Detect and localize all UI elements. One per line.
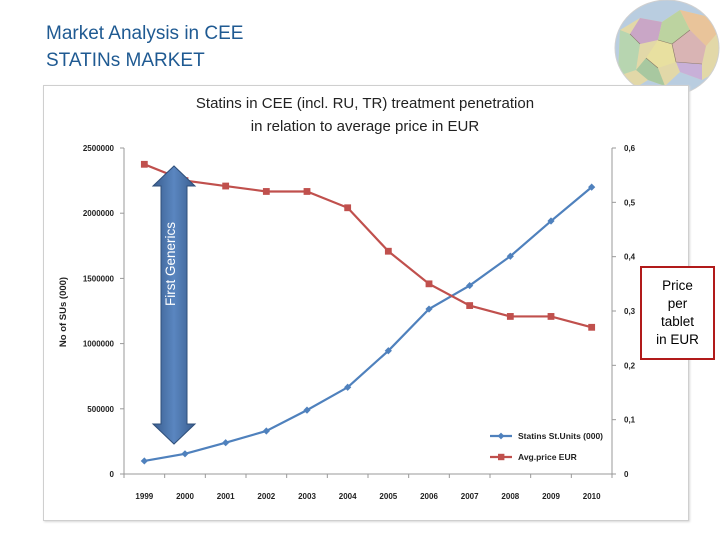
legend-marker [497, 432, 505, 440]
europe-map-icon [614, 0, 720, 96]
data-point-price [506, 313, 514, 320]
y-right-tick-label: 0,1 [624, 416, 636, 425]
chart-title-line1: Statins in CEE (incl. RU, TR) treatment … [196, 95, 534, 112]
data-point-units [384, 347, 392, 355]
y-left-tick-label: 1000000 [83, 340, 115, 349]
data-point-price [140, 160, 148, 168]
data-point-price [262, 188, 270, 195]
data-point-price [344, 204, 352, 212]
legend-marker [498, 453, 505, 461]
price-callout-line: Price [662, 278, 693, 293]
data-point-price [384, 247, 392, 255]
legend-label: Statins St.Units (000) [518, 431, 603, 441]
data-point-units [140, 457, 148, 465]
y-right-tick-label: 0 [624, 470, 629, 479]
x-tick-label: 2009 [542, 492, 560, 501]
price-callout-line: tablet [660, 314, 695, 329]
slide-title: Market Analysis in CEE STATINs MARKET [46, 20, 243, 74]
chart-title-line2: in relation to average price in EUR [251, 118, 480, 135]
y-right-tick-label: 0,6 [624, 144, 636, 153]
data-point-units [466, 281, 474, 290]
y-left-tick-label: 0 [110, 470, 115, 479]
data-point-price [588, 323, 596, 331]
data-point-price [222, 182, 230, 190]
x-tick-label: 2001 [217, 492, 235, 501]
data-point-units [181, 450, 189, 458]
x-tick-label: 2004 [339, 492, 357, 501]
y-left-tick-label: 500000 [87, 405, 114, 414]
price-callout: Price per tablet in EUR [640, 266, 715, 360]
data-point-units [506, 252, 514, 260]
chart-frame [43, 85, 689, 521]
data-point-units [425, 305, 433, 313]
data-point-units [344, 383, 352, 391]
x-tick-label: 1999 [135, 492, 153, 501]
slide-title-line1: Market Analysis in CEE [46, 23, 244, 44]
data-point-units [222, 439, 230, 447]
price-callout-line: per [667, 296, 688, 311]
y-left-tick-label: 2500000 [83, 144, 115, 153]
x-tick-label: 2002 [257, 492, 275, 501]
x-tick-label: 2003 [298, 492, 316, 501]
data-point-units [262, 427, 270, 435]
y-right-tick-label: 0,3 [624, 307, 636, 316]
legend-label: Avg.price EUR [518, 452, 577, 462]
data-point-price [303, 188, 311, 195]
data-point-price [547, 313, 555, 320]
first-generics-label: First Generics [163, 222, 178, 306]
y-left-tick-label: 1500000 [83, 274, 115, 283]
series-line-units [144, 186, 593, 463]
x-tick-label: 2000 [176, 492, 194, 501]
data-point-price [425, 280, 433, 288]
y-left-tick-label: 2000000 [83, 209, 115, 218]
x-tick-label: 2008 [501, 492, 519, 501]
x-tick-label: 2010 [583, 492, 601, 501]
data-point-units [303, 406, 311, 414]
y-left-axis-label: No of SUs (000) [58, 277, 69, 347]
data-point-units [588, 183, 596, 191]
x-tick-label: 2007 [461, 492, 479, 501]
y-right-tick-label: 0,5 [624, 198, 636, 207]
data-point-units [547, 217, 555, 225]
price-callout-line: in EUR [656, 332, 699, 347]
data-point-price [466, 302, 474, 309]
first-generics-arrow: First Generics [151, 165, 197, 445]
y-right-tick-label: 0,2 [624, 361, 636, 370]
y-right-tick-label: 0,4 [624, 253, 636, 262]
x-tick-label: 2005 [379, 492, 397, 501]
x-tick-label: 2006 [420, 492, 438, 501]
chart-legend: Statins St.Units (000) Avg.price EUR [490, 431, 603, 462]
slide-title-line2: STATINs MARKET [46, 50, 205, 71]
series-line-price [143, 163, 592, 329]
